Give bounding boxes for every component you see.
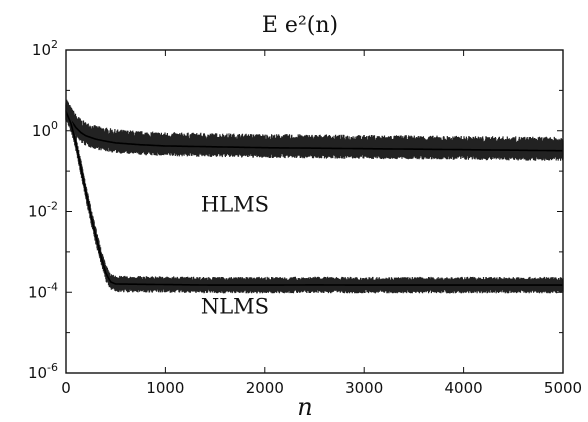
series-band-hlms [65, 99, 564, 161]
x-tick-label: 0 [61, 379, 71, 397]
x-tick-label: 5000 [544, 379, 582, 397]
series-line-hlms [65, 110, 563, 152]
x-axis-label: n [297, 393, 312, 421]
y-tick-label: 100 [32, 119, 58, 140]
y-tick-label: 10-4 [28, 280, 58, 301]
series-layer: HLMS NLMS [65, 99, 564, 318]
series-line-nlms [65, 111, 563, 286]
x-tick-label: 1000 [146, 379, 184, 397]
plot-area [65, 49, 564, 374]
x-tick-label: 3000 [345, 379, 383, 397]
series-label-nlms: NLMS [201, 294, 269, 318]
chart-title: E e²(n) [262, 13, 338, 38]
series-hlms: HLMS [65, 99, 564, 217]
y-tick-label: 102 [32, 38, 58, 59]
series-label-hlms: HLMS [201, 193, 269, 217]
x-tick-label: 4000 [445, 379, 483, 397]
x-tick-label: 2000 [246, 379, 284, 397]
y-axis: 10-6 10-4 10-2 100 102 [28, 38, 563, 382]
x-axis: 0 1000 2000 3000 4000 5000 [61, 50, 582, 397]
y-tick-label: 10-2 [28, 200, 58, 221]
y-tick-label: 10-6 [28, 361, 58, 382]
